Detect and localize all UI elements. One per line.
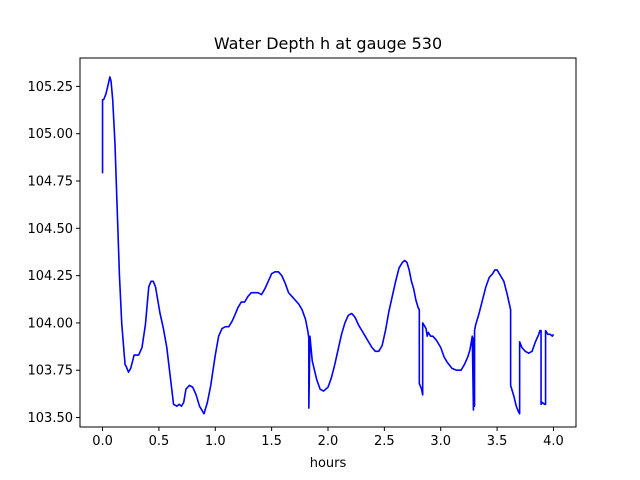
y-tick-label: 104.50 [28,222,74,237]
y-tick-label: 104.75 [28,175,74,190]
y-tick-label: 105.25 [28,80,74,95]
x-tick-label: 0.0 [92,434,113,449]
x-axis-label: hours [310,456,347,471]
x-tick-label: 4.0 [543,434,564,449]
chart-title: Water Depth h at gauge 530 [214,34,442,53]
y-tick-label: 104.00 [28,316,74,331]
plot-line-layer [101,76,555,415]
y-tick-label: 103.75 [28,364,74,379]
y-tick-label: 105.00 [28,127,74,142]
x-tick-label: 1.5 [261,434,282,449]
x-tick-label: 0.5 [149,434,170,449]
x-tick-label: 3.0 [430,434,451,449]
y-tick-label: 103.50 [28,411,74,426]
series-line-0 [101,76,555,415]
x-tick-label: 2.5 [374,434,395,449]
x-tick-label: 3.5 [487,434,508,449]
x-tick-label: 1.0 [205,434,226,449]
y-tick-label: 104.25 [28,269,74,284]
y-axis: 103.50 103.75 104.00 104.25 104.50 104.75 105.… [28,80,80,426]
x-tick-label: 2.0 [318,434,339,449]
x-axis: 0.0 0.5 1.0 1.5 2.0 2.5 3.0 3.5 4.0 [92,427,564,449]
